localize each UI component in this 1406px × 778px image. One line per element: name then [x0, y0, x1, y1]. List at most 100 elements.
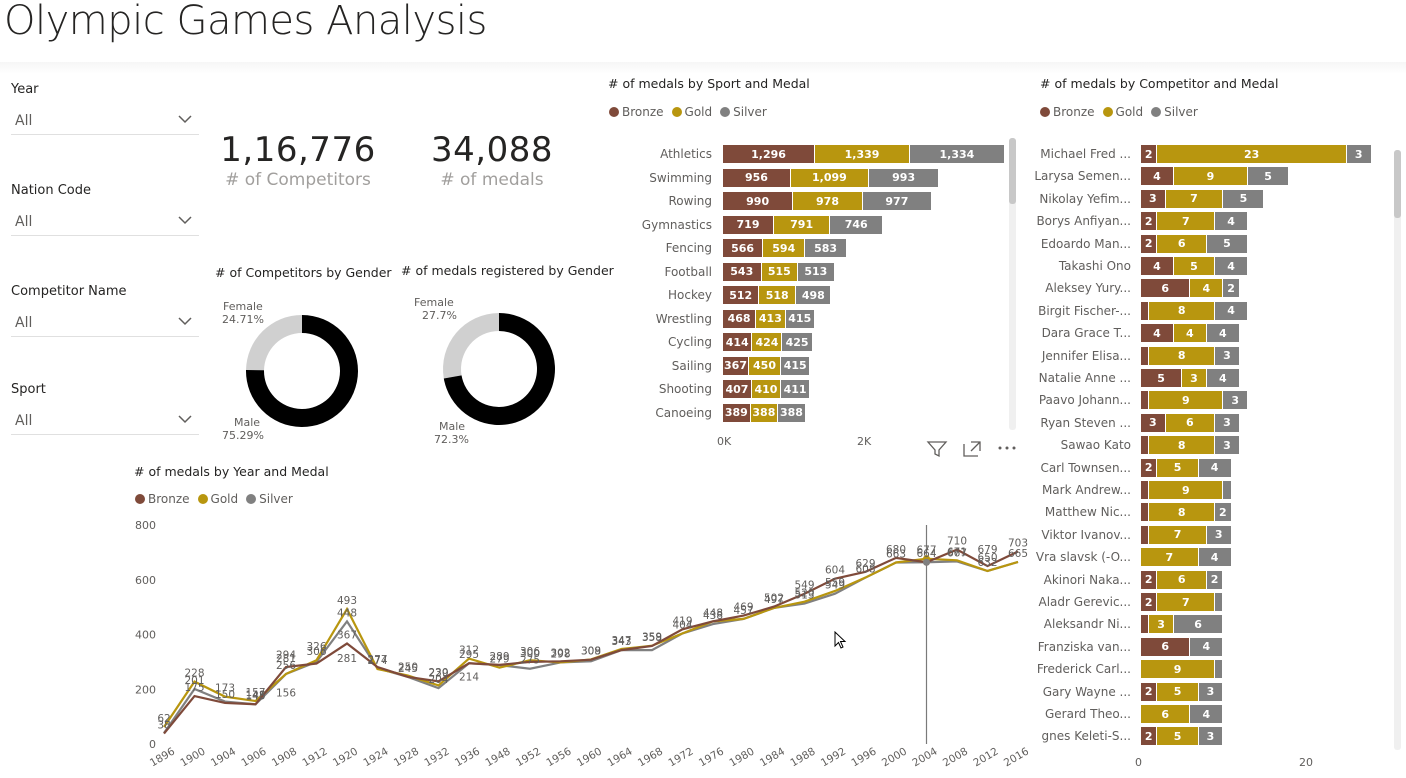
bar-segment-silver[interactable]: 993 [868, 168, 940, 187]
bar-segment-gold[interactable]: 7 [1149, 525, 1207, 544]
bar-segment-bronze[interactable] [1141, 481, 1150, 499]
bar-segment-bronze[interactable]: 4 [1141, 167, 1174, 186]
focus-mode-icon[interactable] [961, 439, 983, 459]
competitor-chart-scroll-thumb[interactable] [1394, 150, 1401, 218]
bar-segment-silver[interactable]: 3 [1206, 525, 1232, 544]
bar-segment-silver[interactable] [1215, 593, 1224, 611]
bar-segment-gold[interactable]: 6 [1141, 705, 1191, 723]
bar-segment-silver[interactable]: 3 [1215, 346, 1240, 365]
bar-segment-silver[interactable]: 5 [1223, 189, 1265, 208]
bar-segment-gold[interactable]: 7 [1165, 189, 1224, 208]
bar-segment-silver[interactable]: 3 [1198, 727, 1224, 746]
bar-segment-gold[interactable]: 5 [1173, 257, 1216, 275]
bar-segment-gold[interactable]: 6 [1165, 413, 1216, 432]
bar-segment-gold[interactable]: 8 [1149, 346, 1216, 365]
sport-bar-chart[interactable]: Athletics 1,296 1,339 1,334 Swimming 956 1,099… [610, 136, 1010, 448]
bar-segment-bronze[interactable]: 407 [723, 380, 752, 398]
hover-point-silver[interactable] [923, 558, 930, 566]
donut-slice-male[interactable] [246, 315, 358, 427]
bar-segment-gold[interactable]: 5 [1157, 682, 1199, 701]
bar-segment-gold[interactable]: 9 [1173, 167, 1249, 186]
donut-medals-chart[interactable] [410, 290, 580, 450]
bar-segment-bronze[interactable] [1141, 525, 1150, 544]
bar-segment-bronze[interactable]: 2 [1141, 458, 1158, 477]
bar-segment-gold[interactable]: 3 [1149, 615, 1174, 634]
bar-segment-gold[interactable]: 4 [1173, 324, 1207, 343]
bar-segment-bronze[interactable]: 389 [723, 403, 751, 422]
bar-segment-silver[interactable]: 3 [1223, 391, 1249, 410]
bar-segment-gold[interactable]: 6 [1157, 570, 1207, 589]
bar-segment-gold[interactable]: 23 [1157, 145, 1347, 163]
bar-segment-silver[interactable]: 6 [1173, 615, 1224, 634]
bar-segment-bronze[interactable]: 2 [1141, 570, 1158, 589]
bar-segment-bronze[interactable]: 2 [1141, 145, 1158, 163]
bar-segment-bronze[interactable]: 5 [1141, 369, 1183, 387]
bar-segment-gold[interactable]: 8 [1149, 503, 1216, 522]
bar-segment-bronze[interactable]: 2 [1141, 593, 1158, 611]
bar-segment-bronze[interactable]: 2 [1141, 727, 1158, 746]
bar-segment-gold[interactable]: 7 [1157, 593, 1216, 611]
filter-icon[interactable] [926, 439, 948, 459]
slicer-nation-dropdown[interactable]: All [11, 206, 199, 236]
bar-segment-gold[interactable]: 791 [774, 215, 831, 234]
kpi-medals[interactable]: 34,088 # of medals [402, 130, 582, 190]
bar-segment-gold[interactable]: 7 [1141, 548, 1199, 567]
bar-segment-gold[interactable]: 978 [793, 192, 863, 210]
bar-segment-gold[interactable]: 410 [751, 380, 781, 398]
bar-segment-bronze[interactable]: 2 [1141, 234, 1158, 253]
donut-slice-female[interactable] [443, 313, 499, 379]
bar-segment-silver[interactable]: 513 [798, 262, 835, 281]
bar-segment-gold[interactable]: 5 [1157, 458, 1199, 477]
bar-segment-bronze[interactable]: 956 [723, 168, 791, 187]
bar-segment-silver[interactable]: 2 [1215, 503, 1232, 522]
donut-competitors-chart[interactable] [215, 290, 385, 450]
legend-bronze[interactable]: Bronze [609, 105, 664, 119]
bar-segment-bronze[interactable]: 414 [723, 333, 753, 351]
bar-segment-silver[interactable]: 4 [1206, 369, 1240, 387]
bar-segment-bronze[interactable] [1141, 301, 1150, 320]
bar-segment-bronze[interactable]: 543 [723, 262, 762, 281]
sport-chart-scroll-thumb[interactable] [1009, 138, 1016, 204]
slicer-year-dropdown[interactable]: All [11, 105, 199, 135]
bar-segment-silver[interactable]: 5 [1248, 167, 1290, 186]
bar-segment-silver[interactable]: 4 [1215, 301, 1249, 320]
bar-segment-silver[interactable]: 4 [1215, 257, 1249, 275]
donut-slice-male[interactable] [443, 313, 555, 425]
bar-segment-gold[interactable]: 6 [1157, 234, 1207, 253]
bar-segment-silver[interactable]: 4 [1206, 324, 1240, 343]
legend-bronze[interactable]: Bronze [135, 492, 190, 506]
bar-segment-bronze[interactable]: 6 [1141, 637, 1191, 656]
competitor-chart-scrollbar[interactable] [1394, 150, 1401, 750]
slicer-competitor-dropdown[interactable]: All [11, 307, 199, 337]
bar-segment-silver[interactable]: 411 [781, 380, 811, 398]
bar-segment-silver[interactable]: 4 [1198, 548, 1232, 567]
bar-segment-bronze[interactable] [1141, 391, 1150, 410]
bar-segment-gold[interactable]: 1,099 [790, 168, 869, 187]
bar-segment-gold[interactable]: 424 [752, 333, 783, 351]
bar-segment-gold[interactable]: 7 [1157, 212, 1216, 231]
bar-segment-silver[interactable] [1215, 660, 1224, 679]
bar-segment-silver[interactable]: 2 [1223, 279, 1240, 298]
bar-segment-silver[interactable]: 3 [1215, 436, 1240, 455]
bar-segment-silver[interactable]: 498 [796, 286, 832, 304]
bar-segment-silver[interactable]: 1,334 [910, 145, 1005, 163]
bar-segment-bronze[interactable]: 2 [1141, 212, 1158, 231]
bar-segment-gold[interactable]: 8 [1149, 436, 1216, 455]
slicer-sport-dropdown[interactable]: All [11, 405, 199, 435]
kpi-competitors[interactable]: 1,16,776 # of Competitors [208, 130, 388, 190]
bar-segment-gold[interactable]: 8 [1149, 301, 1216, 320]
bar-segment-bronze[interactable] [1141, 615, 1150, 634]
bar-segment-gold[interactable]: 4 [1190, 279, 1224, 298]
bar-segment-silver[interactable]: 415 [785, 309, 815, 328]
bar-segment-bronze[interactable]: 4 [1141, 324, 1174, 343]
bar-segment-bronze[interactable]: 2 [1141, 682, 1158, 701]
bar-segment-gold[interactable]: 9 [1149, 481, 1224, 499]
donut-slice-female[interactable] [246, 315, 302, 371]
line-series-bronze[interactable] [163, 548, 1019, 735]
bar-segment-bronze[interactable]: 468 [723, 309, 757, 328]
more-options-icon[interactable] [996, 439, 1018, 459]
bar-segment-gold[interactable]: 5 [1157, 727, 1199, 746]
bar-segment-silver[interactable]: 4 [1198, 458, 1232, 477]
bar-segment-gold[interactable]: 594 [763, 239, 806, 257]
